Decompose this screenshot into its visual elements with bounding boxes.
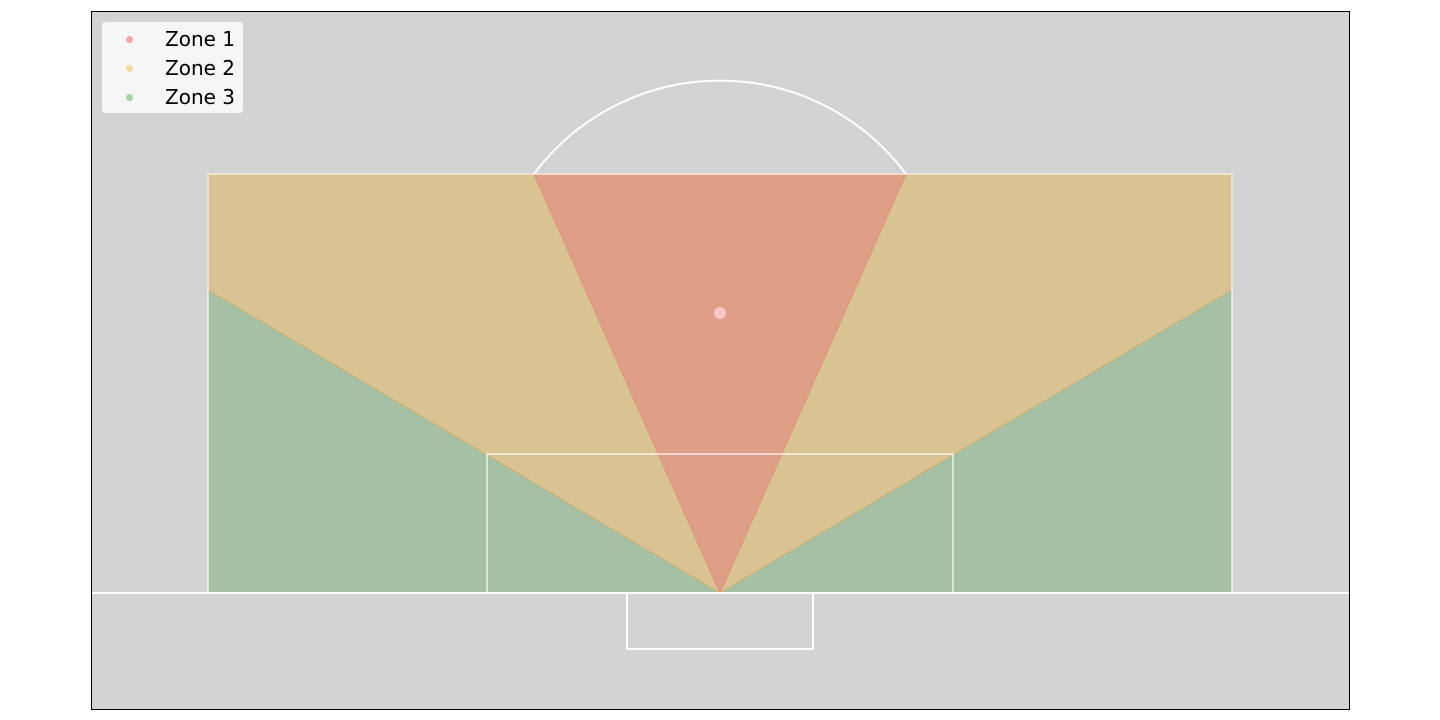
- legend-label: Zone 1: [165, 27, 235, 51]
- goal: [626, 592, 814, 650]
- legend-item-zone-1: Zone 1: [102, 25, 243, 54]
- penalty-arc: [533, 79, 907, 175]
- legend: Zone 1 Zone 2 Zone 3: [102, 22, 243, 113]
- legend-marker-zone-3: [126, 94, 133, 101]
- legend-item-zone-3: Zone 3: [102, 83, 243, 112]
- penalty-spot: [714, 307, 726, 319]
- legend-label: Zone 3: [165, 85, 235, 109]
- legend-marker-zone-1: [126, 36, 133, 43]
- legend-marker-zone-2: [126, 65, 133, 72]
- legend-label: Zone 2: [165, 56, 235, 80]
- legend-item-zone-2: Zone 2: [102, 54, 243, 83]
